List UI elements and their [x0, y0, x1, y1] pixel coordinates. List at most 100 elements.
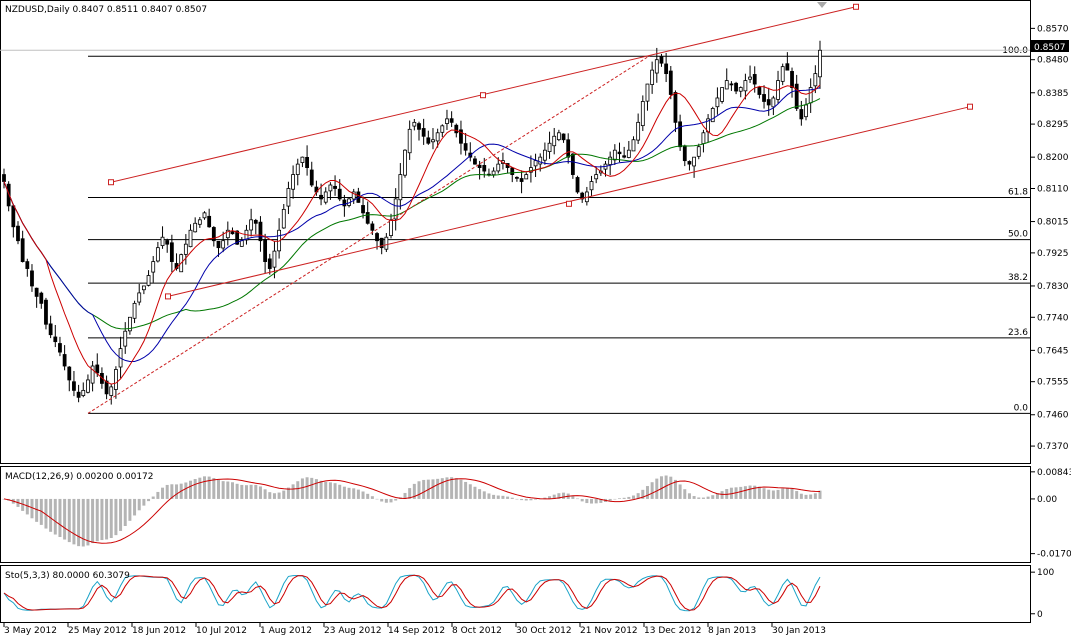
macd-histogram-bar — [95, 498, 99, 542]
date-tick-label: 3 May 2012 — [4, 626, 57, 636]
candle-up — [114, 369, 118, 390]
macd-histogram-bar — [431, 479, 435, 499]
macd-histogram-bar — [599, 498, 603, 503]
macd-histogram-bar — [659, 476, 663, 499]
candle-up — [272, 250, 277, 268]
macd-layer — [2, 475, 822, 547]
candle-up — [431, 139, 435, 143]
candle-up — [137, 292, 142, 303]
fib-trend-dashed-line — [87, 55, 651, 414]
candle-up — [412, 121, 417, 127]
price-tick-label: 0.8295 — [1037, 120, 1069, 130]
candle-down — [76, 391, 81, 398]
macd-panel-frame — [0, 466, 1031, 563]
candle-up — [748, 76, 752, 80]
candle-down — [309, 169, 314, 186]
macd-histogram-bar — [804, 494, 808, 499]
macd-histogram-bar — [25, 498, 29, 515]
macd-histogram-bar — [263, 489, 267, 499]
candle-down — [790, 71, 794, 88]
candle-up — [81, 389, 86, 396]
macd-histogram-bar — [137, 498, 141, 511]
macd-histogram-bar — [216, 479, 220, 499]
candle-up — [780, 66, 785, 82]
macd-histogram-bar — [384, 498, 388, 503]
macd-histogram-bar — [63, 498, 67, 540]
macd-histogram-bar — [39, 498, 43, 525]
candle-down — [25, 261, 30, 269]
candle-down — [67, 366, 72, 381]
candle-down — [459, 129, 463, 144]
candle-up — [720, 87, 724, 102]
macd-histogram-bar — [673, 479, 677, 499]
candle-up — [141, 285, 146, 291]
macd-histogram-bar — [585, 498, 589, 504]
candle-down — [566, 139, 571, 158]
candle-up — [640, 101, 645, 127]
macd-histogram-bar — [226, 481, 230, 499]
slow-moving-average — [3, 98, 821, 330]
candle-up — [556, 132, 561, 141]
macd-histogram-bar — [361, 491, 365, 499]
candle-down — [678, 121, 683, 148]
macd-histogram-bar — [81, 498, 85, 547]
macd-histogram-bar — [450, 477, 454, 499]
macd-histogram-bar — [258, 486, 262, 499]
macd-histogram-bar — [594, 498, 598, 504]
macd-histogram-bar — [617, 498, 621, 499]
price-tick-label: 0.8110 — [1037, 184, 1069, 194]
candle-up — [542, 149, 547, 161]
channel-handle — [853, 3, 859, 10]
candle-up — [435, 132, 440, 142]
macd-histogram-bar — [590, 498, 594, 504]
candle-down — [235, 230, 240, 245]
candle-up — [221, 240, 226, 249]
date-tick-label: 1 Aug 2012 — [260, 626, 312, 636]
last-price-badge — [1031, 40, 1069, 52]
macd-histogram-bar — [221, 481, 225, 499]
macd-histogram-bar — [342, 486, 346, 499]
candle-up — [552, 135, 557, 147]
candle-up — [692, 156, 697, 167]
candle-up — [529, 167, 533, 173]
candle-up — [351, 191, 356, 200]
candle-down — [267, 258, 272, 269]
macd-histogram-bar — [165, 484, 169, 499]
candle-up — [281, 208, 286, 229]
macd-histogram-bar — [249, 484, 253, 499]
macd-histogram-bar — [739, 486, 743, 499]
candle-down — [757, 87, 762, 95]
candle-down — [216, 240, 221, 249]
candle-up — [645, 83, 650, 102]
macd-histogram-bar — [91, 498, 95, 544]
candle-down — [342, 199, 347, 207]
macd-histogram-bar — [230, 482, 234, 499]
candle-down — [361, 205, 365, 214]
macd-tick-label: 0.00 — [1037, 495, 1057, 505]
candle-up — [197, 219, 202, 225]
scroll-marker-icon[interactable] — [817, 2, 827, 8]
macd-histogram-bar — [58, 498, 62, 538]
price-tick-label: 0.8480 — [1037, 56, 1069, 66]
macd-histogram-bar — [636, 493, 640, 499]
price-tick-label: 0.7370 — [1037, 442, 1069, 452]
macd-histogram-bar — [286, 487, 290, 499]
candle-up — [155, 247, 160, 262]
date-tick-label: 23 Aug 2012 — [324, 626, 382, 636]
macd-histogram-bar — [650, 482, 654, 499]
macd-histogram-bar — [119, 498, 123, 531]
candle-up — [291, 174, 295, 190]
macd-histogram-bar — [170, 484, 174, 499]
macd-histogram-bar — [86, 498, 90, 546]
candle-down — [72, 381, 76, 391]
stoch-tick-label: 0 — [1037, 610, 1043, 620]
candle-down — [729, 83, 734, 86]
candle-up — [323, 191, 328, 203]
candle-up — [445, 118, 449, 124]
date-tick-label: 14 Sep 2012 — [388, 626, 445, 636]
stoch-header: Sto(5,3,3) 80.0000 60.3079 — [5, 571, 130, 581]
candle-down — [482, 165, 487, 172]
macd-histogram-bar — [77, 498, 81, 547]
candle-down — [379, 237, 384, 249]
candle-up — [183, 243, 188, 255]
